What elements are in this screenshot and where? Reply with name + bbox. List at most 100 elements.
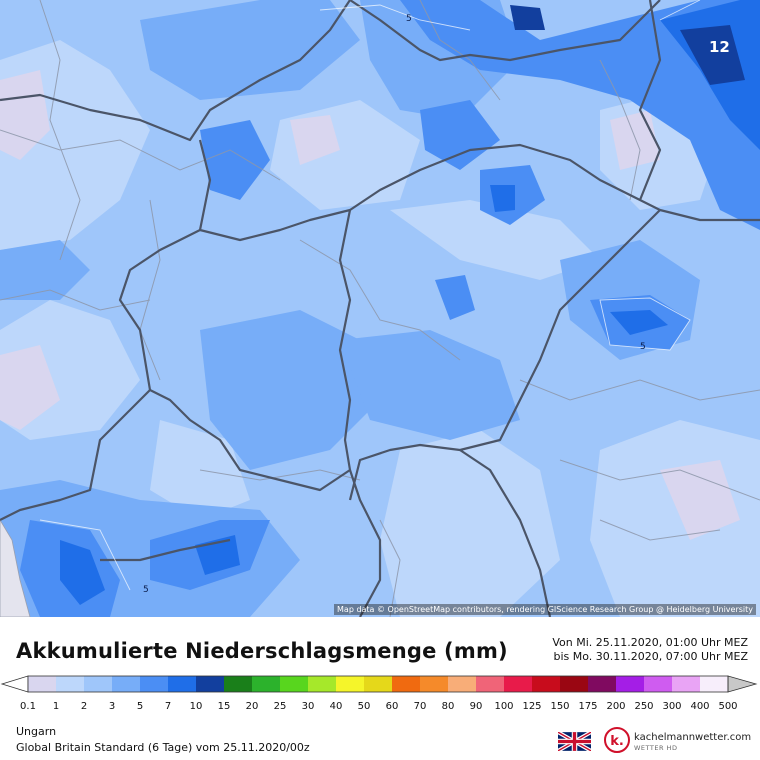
contour-line bbox=[319, 4, 471, 31]
legend-swatch bbox=[28, 676, 56, 692]
legend-swatch bbox=[700, 676, 728, 692]
border-north-west bbox=[0, 0, 351, 142]
border-east-north bbox=[638, 0, 662, 201]
legend-label: 15 bbox=[218, 701, 231, 712]
legend-label: 7 bbox=[165, 701, 171, 712]
legend-label: 90 bbox=[470, 701, 483, 712]
legend-label: 5 bbox=[137, 701, 143, 712]
legend-swatch bbox=[532, 676, 560, 692]
legend-label: 100 bbox=[494, 701, 513, 712]
legend-label: 125 bbox=[522, 701, 541, 712]
legend-swatch bbox=[588, 676, 616, 692]
legend-swatches bbox=[0, 675, 758, 693]
minor-border bbox=[199, 469, 361, 481]
legend-label: 50 bbox=[358, 701, 371, 712]
legend-label: 20 bbox=[246, 701, 259, 712]
period-to: bis Mo. 30.11.2020, 07:00 Uhr MEZ bbox=[553, 650, 748, 663]
region-name: Ungarn bbox=[16, 725, 57, 738]
legend-swatch bbox=[364, 676, 392, 692]
heavy-core bbox=[610, 310, 668, 335]
minor-border bbox=[559, 459, 760, 501]
legend-label: 3 bbox=[109, 701, 115, 712]
legend-label: 70 bbox=[414, 701, 427, 712]
legend-swatch bbox=[196, 676, 224, 692]
contour-line bbox=[39, 519, 131, 591]
legend-labels: 0.1 1 2 3 5 7 10 15 20 25 30 40 50 60 70 80 90 100 125 150 1… bbox=[20, 701, 738, 712]
minor-border bbox=[519, 379, 760, 401]
moderate-area bbox=[340, 330, 520, 440]
legend-arrow-left bbox=[0, 675, 29, 693]
very-heavy-core bbox=[680, 25, 745, 85]
map-attribution: Map data © OpenStreetMap contributors, r… bbox=[334, 604, 756, 615]
legend-footer: Akkumulierte Niederschlagsmenge (mm) Von… bbox=[0, 617, 760, 760]
border-west-south bbox=[0, 209, 352, 521]
contour-label: 5 bbox=[640, 342, 646, 352]
legend-label: 300 bbox=[662, 701, 681, 712]
brand-name[interactable]: kachelmannwetter.com bbox=[634, 732, 752, 743]
minor-border bbox=[599, 519, 721, 541]
contour-label: 5 bbox=[406, 14, 412, 24]
legend-swatch bbox=[308, 676, 336, 692]
legend-label: 200 bbox=[606, 701, 625, 712]
legend-swatch bbox=[448, 676, 476, 692]
country-borders bbox=[0, 0, 760, 617]
legend-swatch bbox=[616, 676, 644, 692]
legend-swatch bbox=[504, 676, 532, 692]
heavy-core bbox=[60, 540, 105, 605]
contour-label-max: 12 bbox=[709, 38, 730, 56]
legend-swatch bbox=[252, 676, 280, 692]
precipitation-fields bbox=[0, 0, 760, 617]
legend-label: 150 bbox=[550, 701, 569, 712]
precipitation-map: 5 5 5 12 bbox=[0, 0, 760, 617]
contour-labels: 5 5 5 12 bbox=[143, 14, 730, 595]
legend-label: 30 bbox=[302, 701, 315, 712]
contour-line bbox=[599, 297, 691, 351]
legend-swatch bbox=[644, 676, 672, 692]
period-from: Von Mi. 25.11.2020, 01:00 Uhr MEZ bbox=[552, 636, 748, 649]
kachelmann-logo-icon[interactable]: k. bbox=[604, 727, 630, 753]
minor-border bbox=[379, 519, 401, 617]
heavy-core bbox=[490, 185, 515, 212]
minor-borders bbox=[0, 0, 760, 617]
legend-label: 10 bbox=[190, 701, 203, 712]
legend-label: 400 bbox=[690, 701, 709, 712]
contour-lines bbox=[39, 0, 701, 591]
minor-border bbox=[299, 239, 461, 361]
uk-flag-icon[interactable] bbox=[558, 732, 591, 751]
border-croatia-bosnia bbox=[100, 538, 231, 562]
legend-label: 500 bbox=[718, 701, 737, 712]
border-slovakia-hungary bbox=[198, 139, 760, 242]
legend-swatch bbox=[140, 676, 168, 692]
legend-swatch bbox=[336, 676, 364, 692]
legend-swatch bbox=[112, 676, 140, 692]
legend-swatch bbox=[392, 676, 420, 692]
light-area bbox=[380, 430, 560, 617]
legend-swatch bbox=[168, 676, 196, 692]
legend-swatch bbox=[56, 676, 84, 692]
logo-letter: k. bbox=[610, 734, 624, 749]
legend-label: 25 bbox=[274, 701, 287, 712]
border-romania-serbia bbox=[459, 449, 552, 617]
legend-swatch bbox=[476, 676, 504, 692]
model-run: Global Britain Standard (6 Tage) vom 25.… bbox=[16, 741, 310, 754]
moderate-area bbox=[140, 0, 360, 100]
moderate-area bbox=[200, 310, 380, 470]
border-hungary-romania bbox=[348, 209, 661, 501]
minor-border bbox=[419, 0, 501, 101]
coastline bbox=[0, 519, 31, 617]
legend-swatch bbox=[560, 676, 588, 692]
very-heavy-core bbox=[510, 5, 545, 30]
legend-label: 80 bbox=[442, 701, 455, 712]
contour-label: 5 bbox=[143, 585, 149, 595]
chart-title: Akkumulierte Niederschlagsmenge (mm) bbox=[16, 639, 508, 663]
legend-swatch bbox=[420, 676, 448, 692]
legend-swatch bbox=[280, 676, 308, 692]
valid-period: Von Mi. 25.11.2020, 01:00 Uhr MEZ bis Mo… bbox=[552, 636, 748, 664]
color-scale-legend: 0.1 1 2 3 5 7 10 15 20 25 30 40 50 60 70 80 90 100 125 150 1… bbox=[0, 675, 758, 712]
moderate-area bbox=[0, 240, 90, 300]
legend-label: 250 bbox=[634, 701, 653, 712]
contour-line bbox=[659, 0, 701, 21]
legend-label: 40 bbox=[330, 701, 343, 712]
brand-subtitle: WETTER HD bbox=[634, 744, 678, 752]
legend-swatch bbox=[672, 676, 700, 692]
